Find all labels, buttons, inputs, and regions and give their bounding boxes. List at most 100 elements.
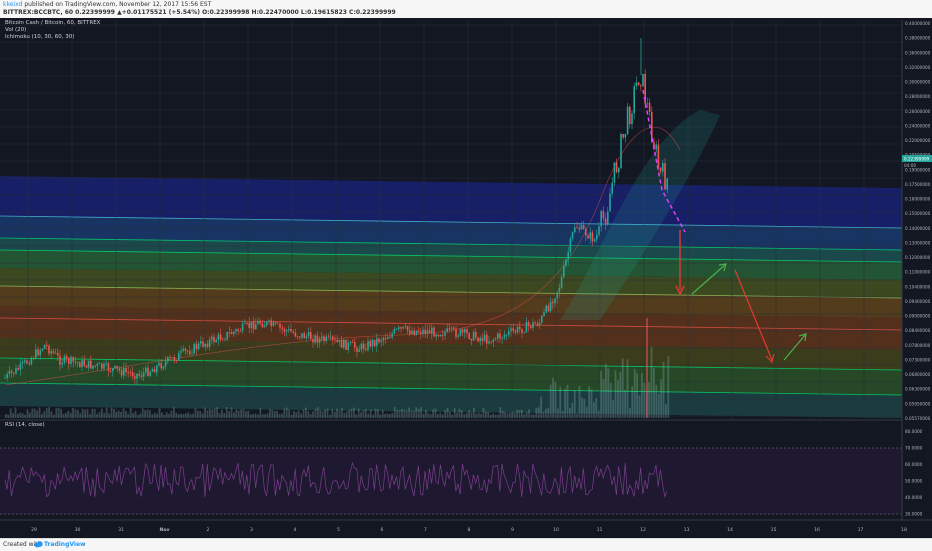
candle-body xyxy=(39,350,41,356)
candle-body xyxy=(323,336,325,342)
tradingview-brand[interactable]: TradingView xyxy=(44,541,86,548)
volume-bar xyxy=(485,411,487,418)
time-tick-label: 31 xyxy=(118,527,124,533)
candle-body xyxy=(530,325,532,328)
candle-body xyxy=(455,328,457,337)
candle-body xyxy=(354,342,356,348)
candle-body xyxy=(193,343,195,354)
volume-bar xyxy=(554,381,557,418)
candle-body xyxy=(580,225,583,230)
rsi-legend[interactable]: RSI (14, close) xyxy=(5,422,45,428)
volume-bar xyxy=(67,410,70,418)
volume-bar xyxy=(650,346,653,418)
volume-bar xyxy=(475,413,478,418)
candle-body xyxy=(277,323,279,325)
candle-body xyxy=(307,332,310,337)
candle-body xyxy=(497,333,499,339)
time-tick-label: 3 xyxy=(250,527,253,533)
rsi-tick-label: 40.0000 xyxy=(905,495,923,500)
volume-bar xyxy=(403,409,406,418)
ichimoku-legend[interactable]: Ichimoku (10, 30, 60, 30) xyxy=(5,34,75,40)
candle-body xyxy=(604,218,607,225)
price-tick-label: 0.05570000 xyxy=(905,416,931,421)
volume-bar xyxy=(602,378,605,418)
price-tick-label: 0.19000000 xyxy=(905,167,931,172)
candle-body xyxy=(241,323,244,332)
rsi-tick-label: 30.0000 xyxy=(905,512,923,517)
volume-bar xyxy=(31,408,34,418)
candle-body xyxy=(362,343,365,349)
volume-bar xyxy=(230,407,233,418)
volume-bar xyxy=(655,384,658,418)
candle-body xyxy=(164,361,167,367)
price-chart[interactable]: 0.40000000 0.38000000 0.36000000 0.32000000… xyxy=(0,18,932,538)
candle-body xyxy=(158,362,160,366)
candle-body xyxy=(464,329,466,333)
volume-bar xyxy=(290,414,293,418)
candle-body xyxy=(574,227,576,233)
candle-body xyxy=(380,340,382,343)
candle-body xyxy=(547,305,550,312)
volume-bar xyxy=(45,407,48,418)
volume-bar xyxy=(497,414,499,418)
candle-body xyxy=(398,327,400,329)
candle-body xyxy=(288,328,290,331)
candle-body xyxy=(534,322,536,324)
candle-body xyxy=(114,365,116,369)
candle-body xyxy=(200,341,202,344)
volume-bar xyxy=(235,409,238,418)
candle-body xyxy=(239,331,242,332)
candle-body xyxy=(237,329,239,332)
candle-body xyxy=(358,349,360,352)
volume-bar xyxy=(444,410,446,418)
candle-body xyxy=(468,333,470,339)
candle-body xyxy=(68,358,70,364)
candle-body xyxy=(336,339,338,343)
candle-body xyxy=(250,321,253,328)
fib-level-line xyxy=(0,249,903,263)
volume-bar xyxy=(223,413,226,418)
candle-body xyxy=(116,365,118,369)
candle-body xyxy=(285,330,288,332)
volume-bar xyxy=(170,410,173,418)
volume-bar xyxy=(309,414,312,418)
candle-body xyxy=(28,363,30,365)
candle-body xyxy=(620,133,622,169)
candle-body xyxy=(32,357,35,359)
volume-bar xyxy=(427,412,430,418)
price-tick-label: 0.05950000 xyxy=(905,401,931,406)
candle-body xyxy=(655,144,657,150)
volume-bar xyxy=(408,407,410,418)
candle-body xyxy=(633,86,635,114)
candle-body xyxy=(664,163,666,190)
candle-body xyxy=(393,329,396,334)
red-arrow-line xyxy=(734,269,773,361)
candle-body xyxy=(208,339,211,347)
volume-bar xyxy=(557,408,559,418)
volume-bar xyxy=(204,407,206,418)
candle-body xyxy=(622,133,624,138)
fib-band xyxy=(0,383,902,418)
fib-bands xyxy=(0,176,903,418)
rsi-tick-label: 50.0000 xyxy=(905,479,923,484)
red-arrow-head xyxy=(675,285,685,296)
fib-band xyxy=(0,338,902,370)
volume-bar xyxy=(547,407,550,418)
volume-bar xyxy=(127,413,130,418)
author-link[interactable]: kkeixd xyxy=(3,1,23,8)
candle-body xyxy=(70,356,72,364)
candle-body xyxy=(607,211,609,225)
candle-body xyxy=(446,328,448,332)
candle-body xyxy=(272,322,275,326)
candle-body xyxy=(76,362,79,363)
volume-bar xyxy=(146,409,149,418)
candle-body xyxy=(156,365,158,373)
candle-body xyxy=(252,321,255,330)
candle-body xyxy=(153,369,156,373)
candle-body xyxy=(510,328,512,332)
volume-legend[interactable]: Vol (20) xyxy=(5,27,27,33)
candle-body xyxy=(624,133,627,138)
candle-body xyxy=(145,367,147,373)
candle-body xyxy=(340,339,343,348)
rsi-band xyxy=(0,448,902,514)
